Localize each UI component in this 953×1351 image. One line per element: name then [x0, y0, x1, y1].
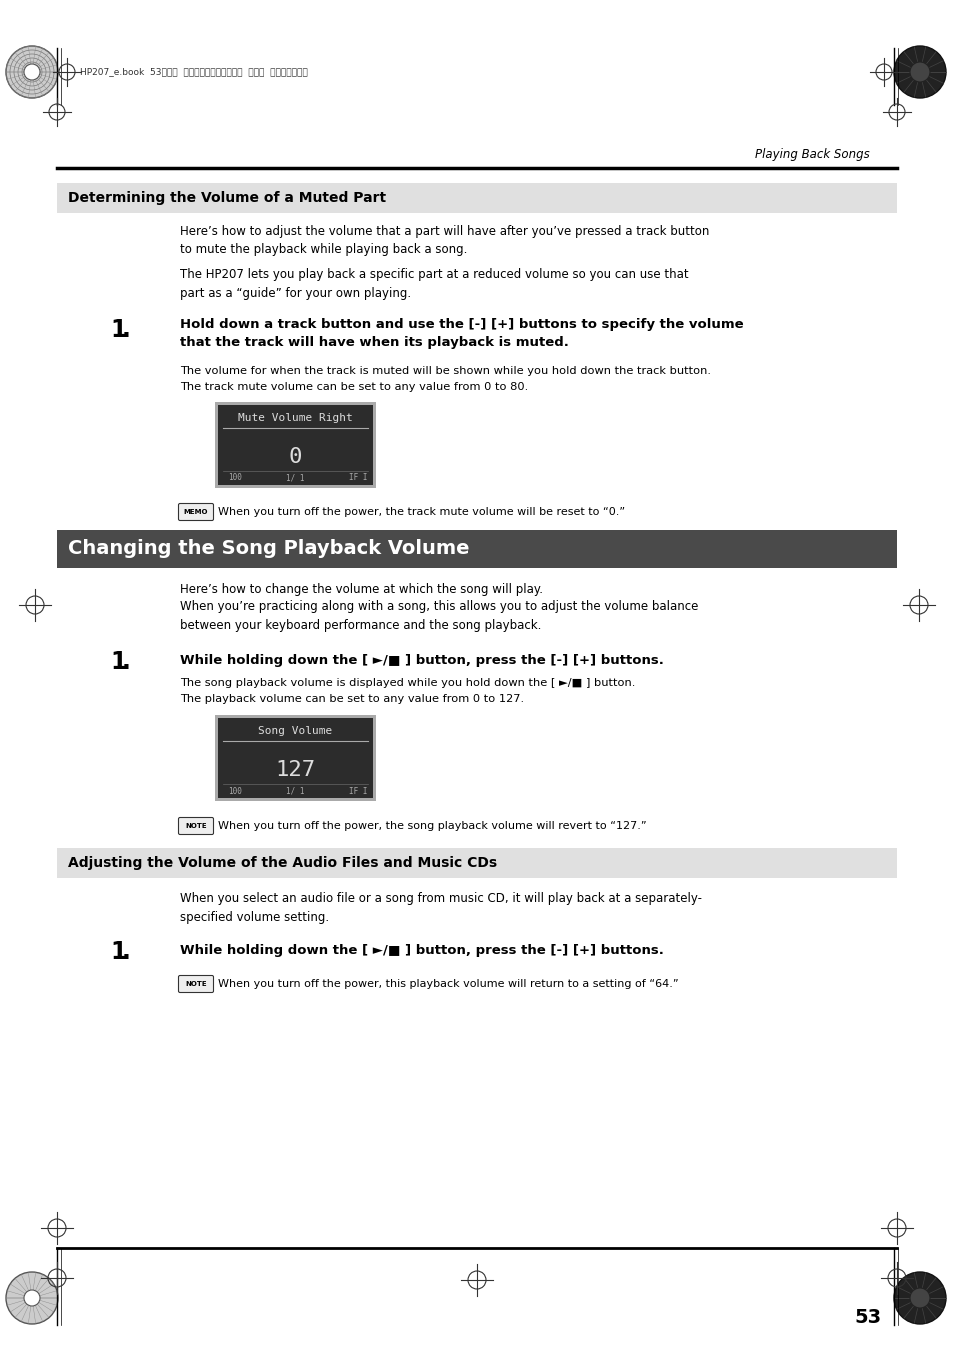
Text: The song playback volume is displayed while you hold down the [ ►/■ ] button.: The song playback volume is displayed wh… [180, 678, 635, 688]
Text: Song Volume: Song Volume [258, 725, 333, 736]
Text: .: . [122, 317, 131, 342]
Text: Changing the Song Playback Volume: Changing the Song Playback Volume [68, 539, 469, 558]
Text: IF I: IF I [349, 786, 367, 796]
Circle shape [6, 1273, 58, 1324]
Text: The playback volume can be set to any value from 0 to 127.: The playback volume can be set to any va… [180, 694, 523, 704]
Text: HP207_e.book  53ページ  ２００６年１２月２５日  月曜日  午前９時５２分: HP207_e.book 53ページ ２００６年１２月２５日 月曜日 午前９時５… [80, 68, 308, 77]
Circle shape [893, 1273, 945, 1324]
Text: 100: 100 [228, 473, 242, 482]
Text: While holding down the [ ►/■ ] button, press the [-] [+] buttons.: While holding down the [ ►/■ ] button, p… [180, 944, 663, 957]
Circle shape [893, 46, 945, 99]
Text: NOTE: NOTE [185, 823, 207, 830]
Text: 0: 0 [289, 447, 302, 467]
Text: When you select an audio file or a song from music CD, it will play back at a se: When you select an audio file or a song … [180, 892, 701, 924]
FancyBboxPatch shape [214, 403, 375, 488]
FancyBboxPatch shape [178, 975, 213, 993]
Text: .: . [122, 650, 131, 674]
Text: When you’re practicing along with a song, this allows you to adjust the volume b: When you’re practicing along with a song… [180, 600, 698, 631]
Text: Here’s how to change the volume at which the song will play.: Here’s how to change the volume at which… [180, 584, 542, 596]
Text: 53: 53 [854, 1308, 882, 1327]
FancyBboxPatch shape [178, 504, 213, 520]
Text: When you turn off the power, the track mute volume will be reset to “0.”: When you turn off the power, the track m… [218, 507, 624, 517]
Text: 1: 1 [110, 650, 126, 674]
FancyBboxPatch shape [57, 530, 896, 567]
FancyBboxPatch shape [178, 817, 213, 835]
Text: 100: 100 [228, 786, 242, 796]
Text: IF I: IF I [349, 473, 367, 482]
Circle shape [24, 1290, 40, 1306]
Circle shape [909, 1288, 929, 1308]
Text: 127: 127 [275, 761, 315, 780]
Text: When you turn off the power, this playback volume will return to a setting of “6: When you turn off the power, this playba… [218, 979, 678, 989]
Text: Mute Volume Right: Mute Volume Right [238, 413, 353, 423]
Circle shape [6, 46, 58, 99]
Circle shape [909, 62, 929, 82]
Text: 1/ 1: 1/ 1 [286, 786, 304, 796]
Text: When you turn off the power, the song playback volume will revert to “127.”: When you turn off the power, the song pl… [218, 821, 646, 831]
Text: Playing Back Songs: Playing Back Songs [755, 149, 869, 161]
Text: The track mute volume can be set to any value from 0 to 80.: The track mute volume can be set to any … [180, 382, 528, 392]
FancyBboxPatch shape [218, 405, 373, 485]
Text: Hold down a track button and use the [-] [+] buttons to specify the volume: Hold down a track button and use the [-]… [180, 317, 742, 331]
FancyBboxPatch shape [214, 715, 375, 801]
FancyBboxPatch shape [218, 717, 373, 798]
Text: 1: 1 [110, 940, 126, 965]
Text: While holding down the [ ►/■ ] button, press the [-] [+] buttons.: While holding down the [ ►/■ ] button, p… [180, 654, 663, 667]
Circle shape [24, 63, 40, 80]
Text: 1: 1 [110, 317, 126, 342]
Text: Determining the Volume of a Muted Part: Determining the Volume of a Muted Part [68, 190, 386, 205]
Text: Here’s how to adjust the volume that a part will have after you’ve pressed a tra: Here’s how to adjust the volume that a p… [180, 226, 709, 257]
FancyBboxPatch shape [57, 848, 896, 878]
Text: Adjusting the Volume of the Audio Files and Music CDs: Adjusting the Volume of the Audio Files … [68, 857, 497, 870]
Text: that the track will have when its playback is muted.: that the track will have when its playba… [180, 336, 568, 349]
Text: The HP207 lets you play back a specific part at a reduced volume so you can use : The HP207 lets you play back a specific … [180, 267, 688, 300]
Text: .: . [122, 940, 131, 965]
FancyBboxPatch shape [57, 182, 896, 213]
Text: The volume for when the track is muted will be shown while you hold down the tra: The volume for when the track is muted w… [180, 366, 710, 376]
Text: MEMO: MEMO [184, 509, 208, 515]
Text: NOTE: NOTE [185, 981, 207, 988]
Text: 1/ 1: 1/ 1 [286, 473, 304, 482]
